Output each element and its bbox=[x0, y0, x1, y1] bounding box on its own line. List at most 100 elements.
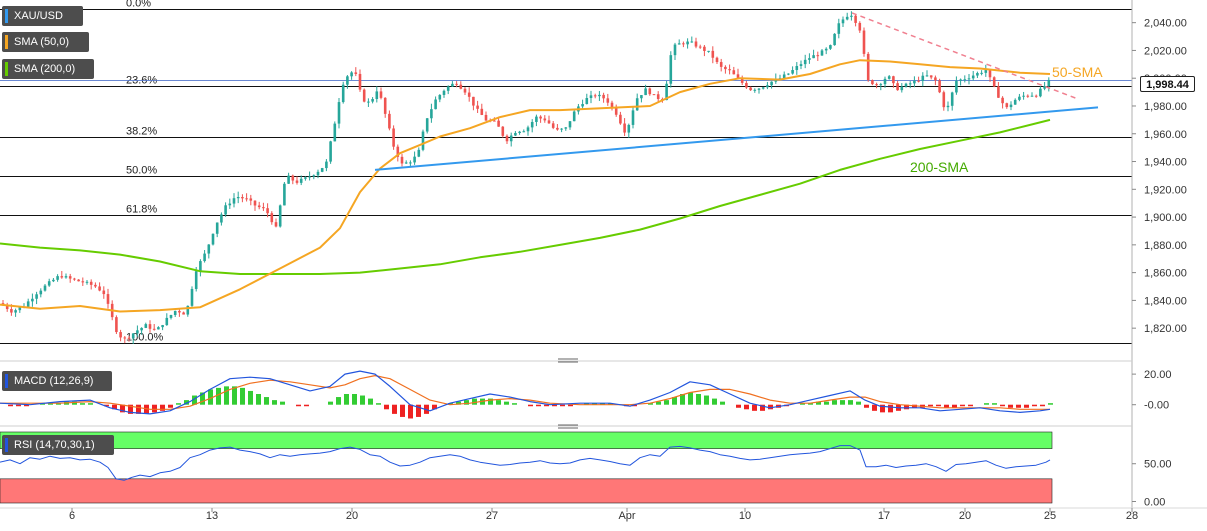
legend-rsi[interactable]: RSI (14,70,30,1) bbox=[2, 435, 114, 455]
candle-down bbox=[354, 72, 358, 74]
candle-up bbox=[320, 168, 324, 172]
candle-down bbox=[60, 276, 64, 278]
x-tick-label: 27 bbox=[486, 510, 498, 522]
candle-down bbox=[476, 105, 479, 109]
candle-up bbox=[707, 50, 710, 52]
candle-up bbox=[337, 102, 341, 124]
candle-up bbox=[207, 244, 211, 254]
fib-level-label: 61.8% bbox=[126, 204, 157, 216]
candle-down bbox=[992, 77, 996, 87]
candle-down bbox=[81, 281, 85, 283]
candle-up bbox=[169, 314, 173, 318]
candle-up bbox=[283, 183, 286, 206]
macd-bar-negative bbox=[128, 404, 133, 414]
legend-rsi-label: RSI (14,70,30,1) bbox=[14, 439, 95, 451]
candle-down bbox=[73, 278, 76, 280]
macd-bar-negative bbox=[568, 404, 573, 407]
legend-sma50[interactable]: SMA (50,0) bbox=[2, 32, 89, 52]
macd-bar-negative bbox=[968, 404, 973, 407]
macd-bar-positive bbox=[848, 400, 853, 405]
macd-bar-positive bbox=[376, 403, 381, 405]
y-tick-label: 1,980.00 bbox=[1144, 101, 1187, 113]
candle-up bbox=[144, 324, 148, 328]
macd-bar-positive bbox=[368, 398, 373, 405]
candle-down bbox=[745, 82, 748, 88]
candle-up bbox=[367, 101, 370, 103]
x-tick-label: 20 bbox=[959, 510, 971, 522]
candle-down bbox=[241, 197, 244, 199]
macd-bar-negative bbox=[1032, 404, 1037, 407]
candle-up bbox=[47, 281, 51, 286]
candle-down bbox=[610, 102, 614, 108]
legend-macd[interactable]: MACD (12,26,9) bbox=[2, 371, 112, 391]
candle-up bbox=[14, 310, 17, 313]
candle-up bbox=[514, 132, 517, 136]
macd-bar-negative bbox=[120, 404, 125, 413]
candle-up bbox=[18, 307, 22, 311]
macd-bar-negative bbox=[736, 404, 741, 408]
macd-bar-negative bbox=[24, 404, 29, 407]
x-tick-label: 17 bbox=[878, 510, 890, 522]
candle-down bbox=[875, 84, 878, 86]
candle-down bbox=[866, 53, 870, 81]
candle-up bbox=[770, 81, 773, 86]
candle-up bbox=[236, 197, 240, 199]
macd-bar-negative bbox=[552, 404, 557, 407]
candle-up bbox=[350, 72, 353, 77]
candle-down bbox=[400, 156, 404, 164]
candle-down bbox=[501, 126, 505, 136]
macd-bar-positive bbox=[592, 403, 597, 405]
candle-up bbox=[446, 86, 450, 91]
legend-sma200[interactable]: SMA (200,0) bbox=[2, 59, 94, 79]
candle-down bbox=[257, 205, 261, 208]
candle-down bbox=[711, 50, 715, 58]
macd-bar-positive bbox=[504, 401, 509, 405]
candle-up bbox=[39, 290, 43, 295]
macd-bar-positive bbox=[80, 403, 85, 405]
rsi-panel bbox=[0, 445, 1051, 481]
legend-symbol[interactable]: XAU/USD bbox=[2, 6, 83, 26]
candle-up bbox=[845, 16, 849, 20]
candle-down bbox=[266, 208, 269, 214]
candle-down bbox=[854, 15, 857, 23]
macd-bar-negative bbox=[952, 404, 957, 408]
macd-bar-positive bbox=[672, 397, 677, 405]
candle-up bbox=[946, 105, 950, 108]
sma200-annotation: 200-SMA bbox=[910, 159, 969, 175]
legend-swatch bbox=[5, 35, 8, 49]
macd-bar-positive bbox=[584, 403, 589, 405]
candle-down bbox=[379, 91, 383, 98]
macd-bar-negative bbox=[304, 404, 309, 407]
candle-up bbox=[908, 83, 912, 85]
candle-down bbox=[152, 328, 156, 330]
candle-up bbox=[1013, 99, 1017, 105]
candle-down bbox=[182, 312, 185, 315]
candle-up bbox=[287, 175, 290, 184]
macd-bar-positive bbox=[352, 394, 357, 405]
resize-handle-icon[interactable] bbox=[558, 424, 578, 429]
macd-bar-negative bbox=[8, 404, 13, 407]
macd-bar-negative bbox=[944, 404, 949, 408]
candle-up bbox=[173, 310, 177, 315]
candle-up bbox=[430, 109, 433, 119]
candle-up bbox=[803, 59, 807, 65]
resize-handle-icon[interactable] bbox=[558, 358, 578, 363]
macd-bar-positive bbox=[808, 403, 813, 405]
macd-bar-positive bbox=[656, 401, 661, 405]
macd-bar-negative bbox=[392, 404, 397, 414]
fib-level-label: 50.0% bbox=[126, 165, 157, 177]
fib-level-label: 100.0% bbox=[126, 332, 164, 344]
macd-bar-positive bbox=[992, 403, 997, 405]
candle-up bbox=[761, 87, 765, 89]
candle-up bbox=[161, 325, 164, 328]
candle-up bbox=[589, 95, 593, 99]
candle-down bbox=[98, 286, 101, 291]
candle-down bbox=[480, 108, 484, 115]
candle-down bbox=[459, 84, 463, 89]
candle-down bbox=[614, 107, 618, 115]
candle-down bbox=[871, 80, 874, 85]
candle-up bbox=[904, 83, 908, 87]
macd-bar-positive bbox=[240, 387, 245, 405]
